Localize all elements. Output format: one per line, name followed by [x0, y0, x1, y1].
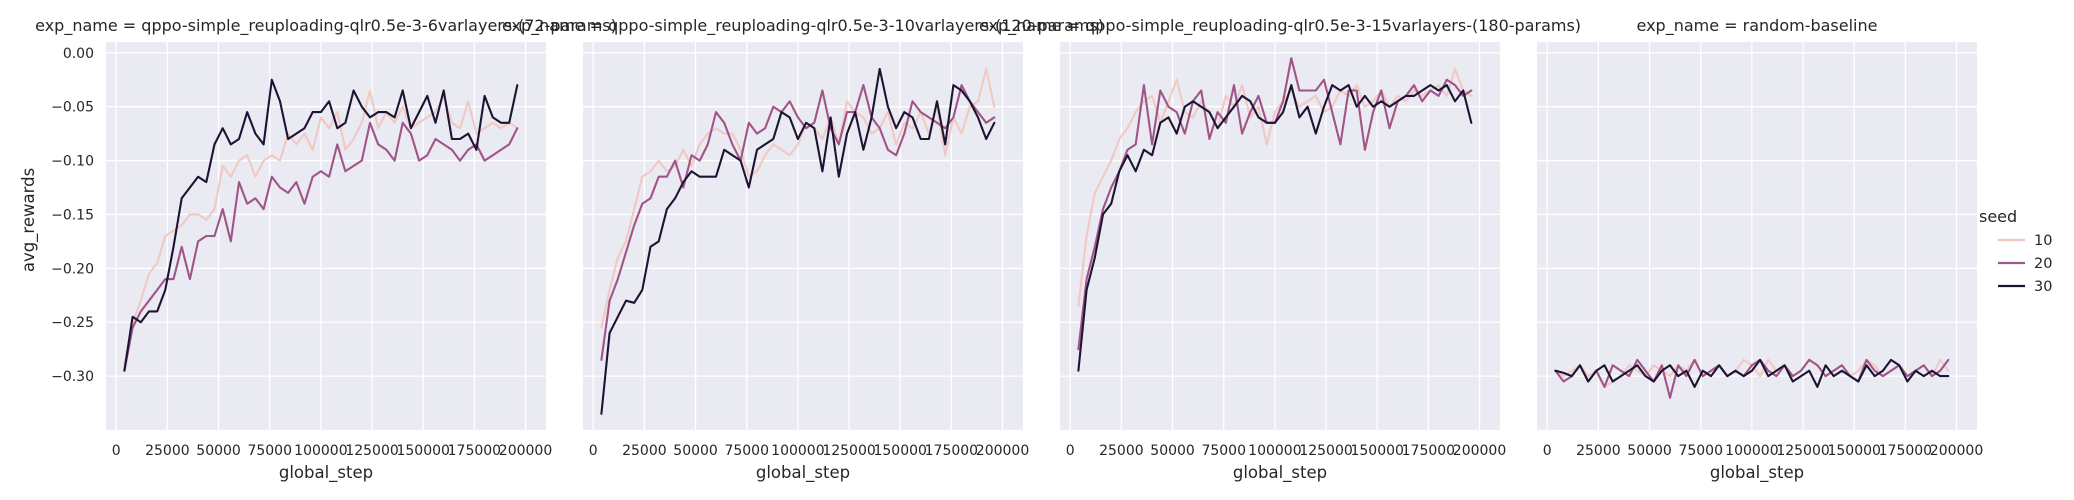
legend-entry-seed-30: 30: [1998, 279, 2052, 295]
x-tick-label: 25000: [1099, 443, 1144, 459]
x-tick-label: 200000: [499, 443, 552, 459]
x-tick-label: 0: [112, 443, 121, 459]
legend-title: seed: [1979, 207, 2017, 226]
panel-title: exp_name = qppo-simple_reuploading-qlr0.…: [979, 16, 1581, 36]
legend-entries: 10 20 30: [1998, 233, 2052, 295]
x-tick-label: 150000: [1350, 443, 1403, 459]
x-tick-label: 0: [1543, 443, 1552, 459]
x-tick-label: 0: [1066, 443, 1075, 459]
y-axis-label: avg_rewards: [19, 168, 39, 272]
y-tick-label: −0.10: [51, 154, 94, 170]
panels-layer: 0 25000 50000 75000 100000125000150000175000…: [35, 16, 1983, 483]
legend: seed 10 20 30: [1979, 207, 2052, 295]
x-tick-label: 150000: [396, 443, 449, 459]
y-tick-label: −0.30: [51, 369, 94, 385]
panel-title: exp_name = random-baseline: [1637, 16, 1878, 36]
x-tick-label: 125000: [822, 443, 875, 459]
panel-1: 0 25000 50000 75000 100000125000150000175000…: [35, 16, 617, 483]
x-tick-label: 50000: [673, 443, 718, 459]
x-tick-label: 75000: [1678, 443, 1723, 459]
x-tick-label: 175000: [1402, 443, 1455, 459]
x-tick-label: 25000: [1576, 443, 1621, 459]
x-tick-label: 125000: [1776, 443, 1829, 459]
x-tick-label: 50000: [1627, 443, 1672, 459]
x-tick-label: 175000: [1879, 443, 1932, 459]
x-axis-label: global_step: [279, 463, 373, 483]
y-tick-label: −0.25: [51, 315, 94, 331]
y-tick-label: −0.05: [51, 100, 94, 116]
x-tick-label: 100000: [1248, 443, 1301, 459]
x-tick-label: 125000: [1299, 443, 1352, 459]
y-tick-label: 0.00: [63, 46, 94, 62]
x-tick-label: 200000: [1930, 443, 1983, 459]
x-axis-label: global_step: [756, 463, 850, 483]
panel-2: 0 25000 50000 75000 100000125000150000175000…: [502, 16, 1104, 483]
x-tick-label: 75000: [247, 443, 292, 459]
x-tick-label: 75000: [1201, 443, 1246, 459]
x-tick-label: 175000: [448, 443, 501, 459]
x-tick-label: 150000: [873, 443, 926, 459]
x-tick-label: 100000: [294, 443, 347, 459]
x-tick-label: 25000: [145, 443, 190, 459]
legend-entry-seed-20: 20: [1998, 256, 2052, 272]
x-tick-label: 200000: [976, 443, 1029, 459]
x-tick-label: 100000: [771, 443, 824, 459]
x-axis-label: global_step: [1710, 463, 1804, 483]
legend-label: 30: [2034, 279, 2052, 295]
x-axis-label: global_step: [1233, 463, 1327, 483]
y-tick-label: −0.15: [51, 207, 94, 223]
plot-area: [106, 42, 546, 430]
x-tick-label: 175000: [925, 443, 978, 459]
x-tick-label: 0: [589, 443, 598, 459]
y-tick-label: −0.20: [51, 261, 94, 277]
panel-4: 0 25000 50000 75000 100000125000150000175000…: [1537, 16, 1983, 483]
panel-3: 0 25000 50000 75000 100000125000150000175000…: [979, 16, 1581, 483]
x-tick-label: 25000: [622, 443, 667, 459]
x-tick-label: 200000: [1453, 443, 1506, 459]
x-tick-label: 50000: [196, 443, 241, 459]
x-tick-label: 75000: [724, 443, 769, 459]
x-tick-label: 50000: [1150, 443, 1195, 459]
x-tick-label: 100000: [1725, 443, 1778, 459]
legend-entry-seed-10: 10: [1998, 233, 2052, 249]
plot-area: [1060, 42, 1500, 430]
legend-label: 10: [2034, 233, 2052, 249]
legend-label: 20: [2034, 256, 2052, 272]
x-tick-label: 125000: [345, 443, 398, 459]
x-tick-label: 150000: [1827, 443, 1880, 459]
